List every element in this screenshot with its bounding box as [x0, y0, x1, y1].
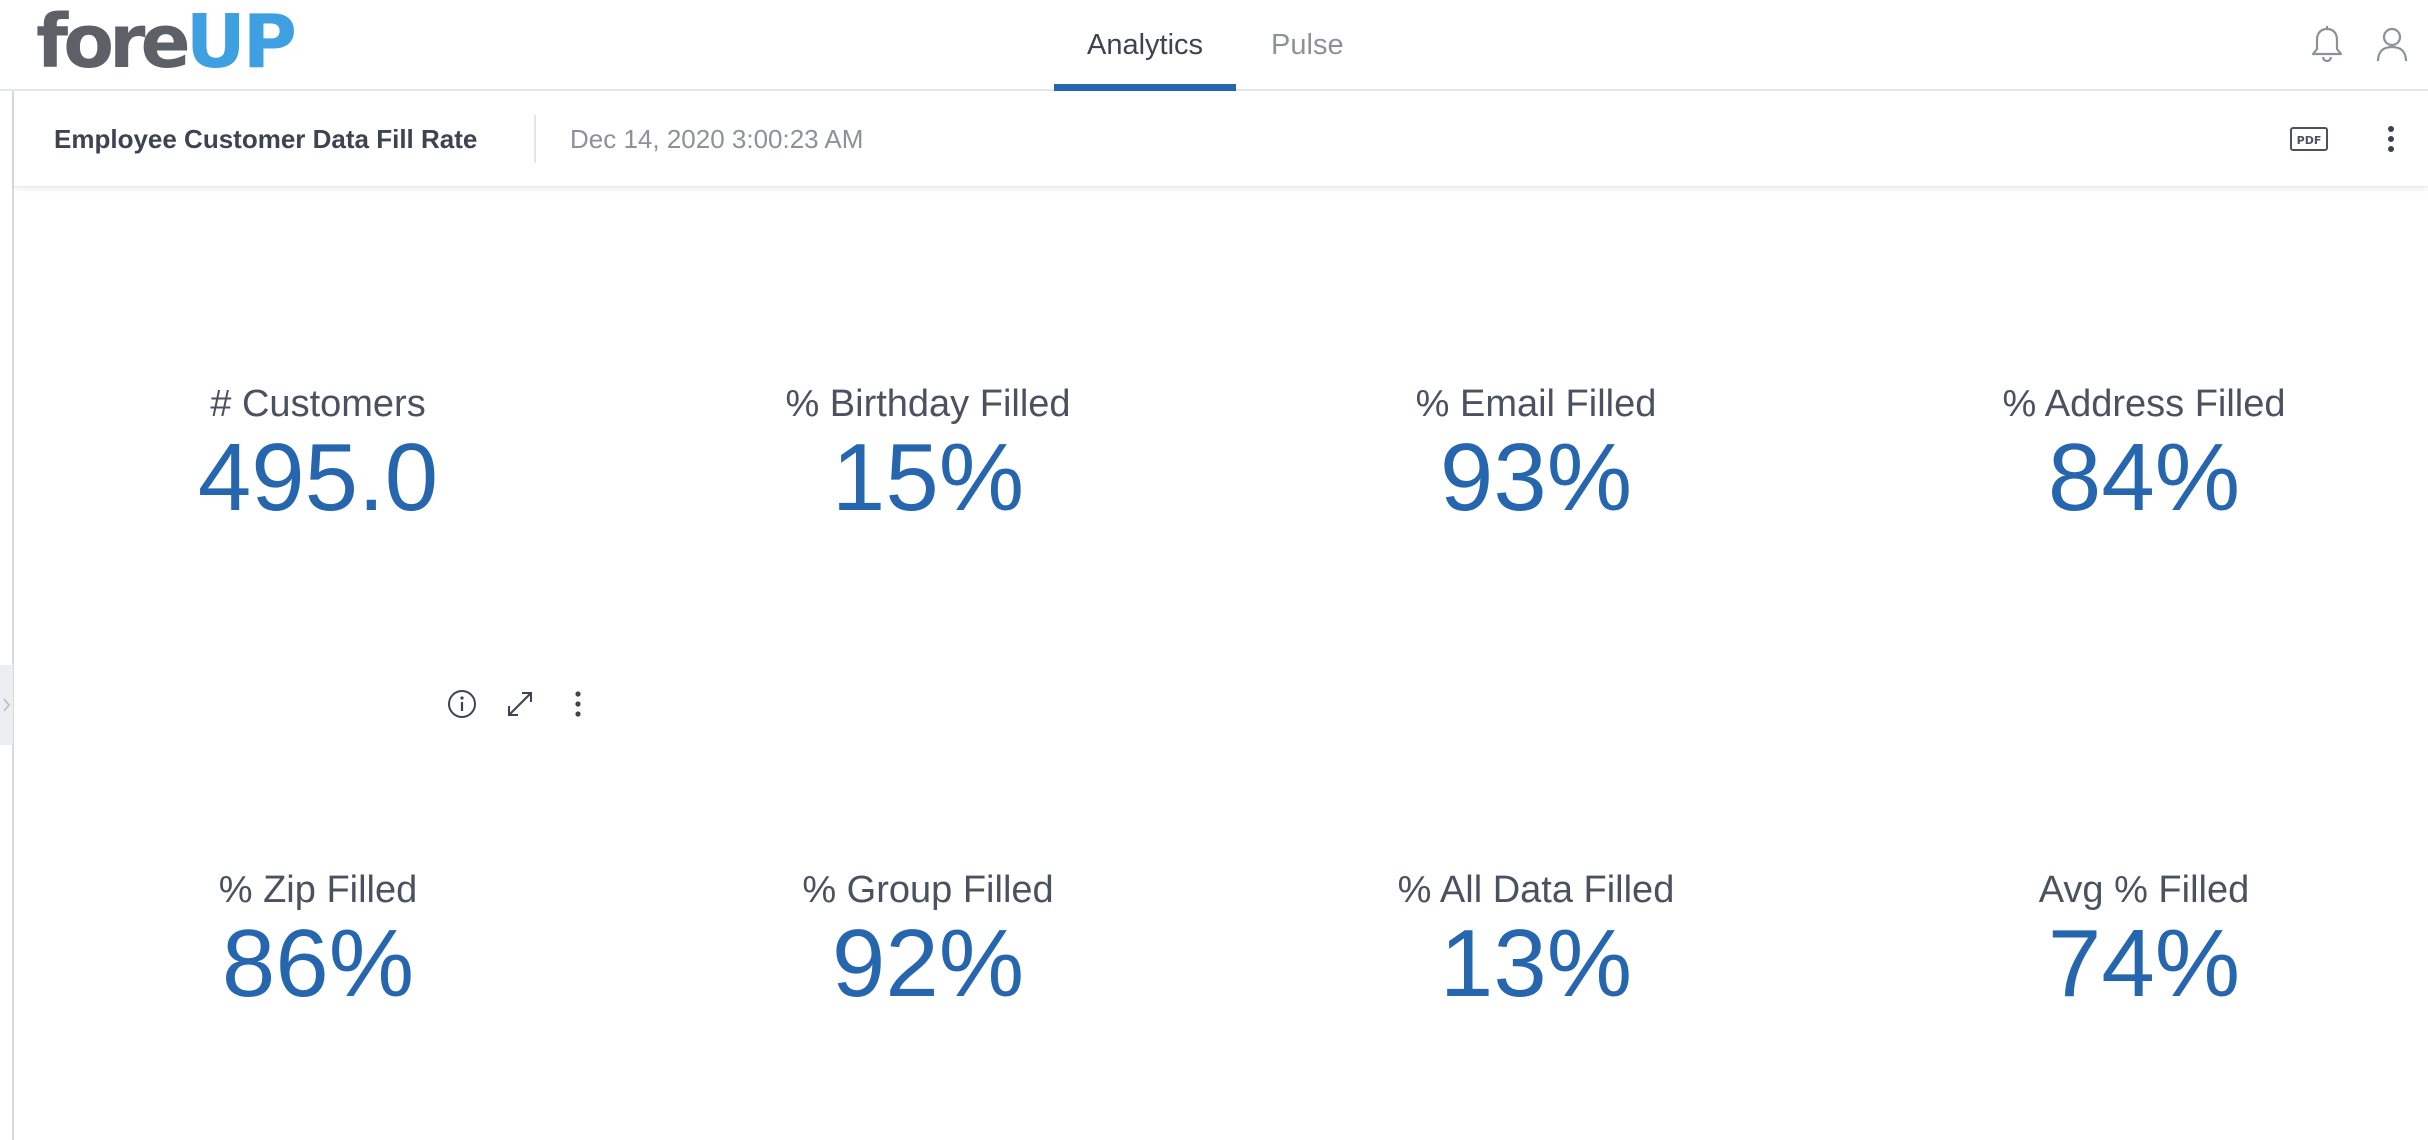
bell-icon[interactable]: [2307, 22, 2347, 66]
logo-text-up: UP: [185, 0, 297, 85]
tab-pulse[interactable]: Pulse: [1271, 29, 1344, 61]
more-vertical-icon: [575, 691, 581, 717]
info-icon: [448, 690, 476, 718]
kpi-value: 86%: [221, 910, 415, 1017]
dashboard-timestamp: Dec 14, 2020 3:00:23 AM: [570, 123, 864, 154]
kpi-tile-email-filled[interactable]: % Email Filled 93%: [1256, 382, 1816, 528]
expand-panel-handle[interactable]: [0, 665, 13, 745]
svg-text:PDF: PDF: [2297, 134, 2322, 147]
info-button[interactable]: [442, 684, 482, 724]
kpi-tile-birthday-filled[interactable]: % Birthday Filled 15%: [648, 382, 1208, 528]
kpi-tile-customers[interactable]: # Customers 495.0: [38, 382, 598, 528]
tile-toolbar: [442, 684, 616, 724]
more-vertical-icon: [2388, 126, 2394, 152]
kpi-tile-avg-filled[interactable]: Avg % Filled 74%: [1864, 868, 2424, 1014]
chevron-right-icon: [3, 698, 11, 712]
dashboard-header: Employee Customer Data Fill Rate Dec 14,…: [14, 91, 2428, 187]
kpi-label: % Address Filled: [2002, 383, 2286, 425]
kpi-tile-zip-filled[interactable]: % Zip Filled 86%: [38, 868, 598, 1014]
left-side-rail: [0, 91, 14, 1140]
foreup-logo[interactable]: fore UP: [36, 0, 297, 85]
kpi-tile-all-data-filled[interactable]: % All Data Filled 13%: [1256, 868, 1816, 1014]
kpi-value: 15%: [831, 424, 1025, 531]
kpi-label: % Zip Filled: [218, 869, 418, 911]
pdf-export-button[interactable]: PDF: [2284, 121, 2334, 157]
header-divider: [534, 115, 536, 163]
tile-more-menu-button[interactable]: [558, 684, 598, 724]
kpi-value: 92%: [831, 910, 1025, 1017]
kpi-tile-group-filled[interactable]: % Group Filled 92%: [648, 868, 1208, 1014]
kpi-label: % Birthday Filled: [785, 383, 1071, 425]
expand-icon: [508, 692, 532, 716]
dashboard-more-menu-button[interactable]: [2376, 119, 2406, 159]
tab-analytics[interactable]: Analytics: [1054, 0, 1237, 91]
kpi-label: # Customers: [210, 383, 426, 425]
kpi-value: 74%: [2047, 910, 2241, 1017]
pdf-icon: PDF: [2290, 127, 2328, 151]
kpi-value: 13%: [1439, 910, 1633, 1017]
dashboard-title: Employee Customer Data Fill Rate: [54, 123, 478, 154]
main-tabs: Analytics Pulse: [1054, 0, 1377, 91]
expand-tile-button[interactable]: [500, 684, 540, 724]
top-navigation-bar: fore UP Analytics Pulse: [0, 0, 2428, 91]
kpi-label: % All Data Filled: [1397, 869, 1675, 911]
kpi-value: 93%: [1439, 424, 1633, 531]
kpi-value: 495.0: [197, 424, 439, 531]
logo-text-fore: fore: [36, 0, 191, 85]
kpi-label: % Group Filled: [802, 869, 1054, 911]
kpi-value: 84%: [2047, 424, 2241, 531]
kpi-label: % Email Filled: [1415, 383, 1657, 425]
kpi-tile-address-filled[interactable]: % Address Filled 84%: [1864, 382, 2424, 528]
user-icon[interactable]: [2372, 22, 2412, 66]
kpi-label: Avg % Filled: [2038, 869, 2250, 911]
